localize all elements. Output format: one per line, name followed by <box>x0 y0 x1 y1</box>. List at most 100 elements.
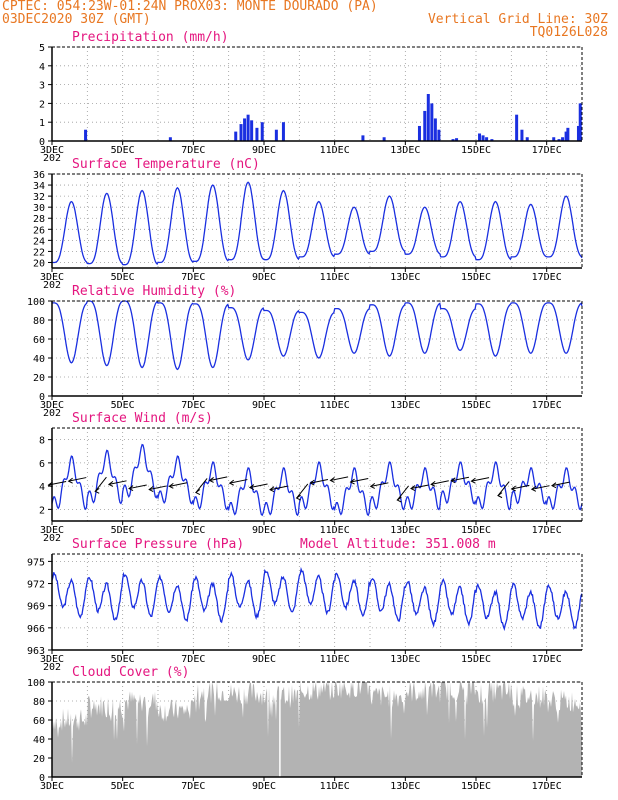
precipitation-bar <box>246 114 250 141</box>
wind-xtick-label: 17DEC <box>532 525 562 536</box>
precipitation-xtick-label: 15DEC <box>461 145 491 156</box>
wind-arrowhead <box>128 485 134 492</box>
precipitation-bar <box>451 139 455 141</box>
pressure-ytick-label: 972 <box>27 580 45 591</box>
wind-vector <box>350 477 369 483</box>
wind-vector <box>531 485 550 490</box>
cloud_cover-ytick-label: 20 <box>33 754 45 765</box>
wind-arrowhead <box>410 485 416 491</box>
pressure-panel: 963 966 969 972 975 3DEC 5DEC 7DEC 9DEC 11DEC 13DE… <box>27 537 583 673</box>
precipitation-bar <box>168 137 172 141</box>
precipitation-bar <box>515 114 519 141</box>
humidity-xtick-label: 7DEC <box>181 400 205 411</box>
wind-xtick-label: 7DEC <box>181 525 205 536</box>
pressure-xtick-label: 15DEC <box>461 654 491 665</box>
precipitation-year-label: 202 <box>43 153 61 164</box>
precipitation-bar <box>437 129 441 141</box>
cloud_cover-ytick-label: 60 <box>33 716 45 727</box>
precipitation-bar <box>520 129 524 141</box>
wind-line <box>51 443 583 517</box>
precipitation-bar <box>426 94 430 141</box>
precipitation-bar <box>478 133 482 141</box>
humidity-ytick-label: 20 <box>33 373 45 384</box>
temperature-ytick-label: 22 <box>33 247 45 258</box>
humidity-panel: 0 20 40 60 80 100 3DEC 5DEC 7DEC 9DEC 11DEC 13DEC 15… <box>27 284 583 419</box>
precipitation-ytick-label: 1 <box>39 118 45 129</box>
wind-ytick-label: 8 <box>39 436 45 447</box>
pressure-ytick-label: 975 <box>27 557 45 568</box>
wind-arrowhead <box>208 477 214 483</box>
wind-arrowhead <box>530 485 537 492</box>
wind-xtick-label: 11DEC <box>320 525 350 536</box>
precipitation-title: Precipitation (mm/h) <box>72 30 229 45</box>
temperature-xtick-label: 13DEC <box>390 272 420 283</box>
temperature-ytick-label: 20 <box>33 258 45 269</box>
wind-arrowhead <box>269 486 275 493</box>
precipitation-xtick-label: 7DEC <box>181 145 205 156</box>
pressure-title: Surface Pressure (hPa) <box>72 537 244 552</box>
wind-arrowhead <box>470 477 476 484</box>
precipitation-bar <box>250 120 254 141</box>
wind-arrowhead <box>309 479 315 486</box>
temperature-xtick-label: 5DEC <box>111 272 135 283</box>
temperature-xtick-label: 3DEC <box>40 272 64 283</box>
humidity-year-label: 202 <box>43 408 61 419</box>
wind-arrowhead <box>168 482 174 489</box>
pressure-xtick-label: 13DEC <box>390 654 420 665</box>
pressure-xtick-label: 17DEC <box>532 654 562 665</box>
wind-ytick-label: 4 <box>39 482 45 493</box>
wind-arrowhead <box>107 480 114 487</box>
precipitation-bar <box>566 127 570 141</box>
wind-arrowhead <box>47 481 53 488</box>
wind-vector <box>195 478 208 493</box>
precipitation-xtick-label: 11DEC <box>320 145 350 156</box>
cloud_cover-xtick-label: 3DEC <box>40 781 64 792</box>
wind-arrowhead <box>228 479 235 486</box>
temperature-line <box>51 181 583 266</box>
precipitation-bar <box>525 137 529 141</box>
cloud_cover-xtick-label: 17DEC <box>532 781 562 792</box>
cloud_cover-xtick-label: 15DEC <box>461 781 491 792</box>
cloud_cover-area <box>52 682 582 777</box>
precipitation-ytick-label: 5 <box>39 43 45 54</box>
temperature-xtick-label: 7DEC <box>181 272 205 283</box>
wind-arrowhead <box>369 482 376 489</box>
pressure-xtick-label: 9DEC <box>252 654 276 665</box>
humidity-ytick-label: 0 <box>39 392 45 403</box>
humidity-xtick-label: 13DEC <box>390 400 420 411</box>
humidity-xtick-label: 3DEC <box>40 400 64 411</box>
wind-xtick-label: 3DEC <box>40 525 64 536</box>
wind-vector <box>497 481 510 496</box>
temperature-xtick-label: 17DEC <box>532 272 562 283</box>
precipitation-xtick-label: 5DEC <box>111 145 135 156</box>
wind-vector <box>68 477 87 482</box>
humidity-ytick-label: 80 <box>33 316 45 327</box>
precipitation-bar <box>578 103 582 141</box>
wind-xtick-label: 13DEC <box>390 525 420 536</box>
wind-vector <box>269 485 288 491</box>
wind-arrowhead <box>510 485 517 492</box>
wind-xtick-label: 9DEC <box>252 525 276 536</box>
wind-vector <box>370 482 389 487</box>
cloud_cover-panel: 0 20 40 60 80 100 3DEC 5DEC 7DEC 9DEC 11DEC 13DEC 15… <box>27 665 583 792</box>
temperature-ytick-label: 34 <box>33 181 45 192</box>
wind-arrowhead <box>148 486 154 492</box>
precipitation-xtick-label: 9DEC <box>252 145 276 156</box>
header-station: CPTEC: 054:23W-01:24N PROX03: MONTE DOUR… <box>2 0 378 14</box>
wind-vector <box>94 476 107 492</box>
pressure-xtick-label: 11DEC <box>320 654 350 665</box>
precipitation-xtick-label: 13DEC <box>390 145 420 156</box>
precipitation-bar <box>281 122 285 141</box>
precipitation-bar <box>552 137 556 141</box>
wind-xtick-label: 15DEC <box>461 525 491 536</box>
precipitation-bar <box>423 110 427 141</box>
wind-arrowhead <box>551 482 557 489</box>
precipitation-bar <box>430 103 434 141</box>
cloud_cover-xtick-label: 9DEC <box>252 781 276 792</box>
pressure-xtick-label: 3DEC <box>40 654 64 665</box>
precipitation-bar <box>382 137 386 141</box>
precipitation-bar <box>455 138 459 141</box>
cloud_cover-xtick-label: 13DEC <box>390 781 420 792</box>
wind-vector <box>511 484 530 490</box>
